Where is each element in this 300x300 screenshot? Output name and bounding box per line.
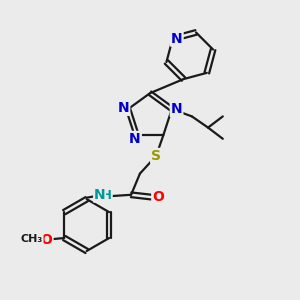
Text: N: N [171,102,182,116]
Text: O: O [41,232,52,247]
Text: N: N [94,188,105,202]
Text: H: H [102,189,112,202]
Text: O: O [152,190,164,204]
Text: S: S [151,149,161,163]
Text: N: N [118,101,129,115]
Text: N: N [129,132,141,146]
Text: CH₃: CH₃ [21,234,43,244]
Text: N: N [171,32,183,46]
